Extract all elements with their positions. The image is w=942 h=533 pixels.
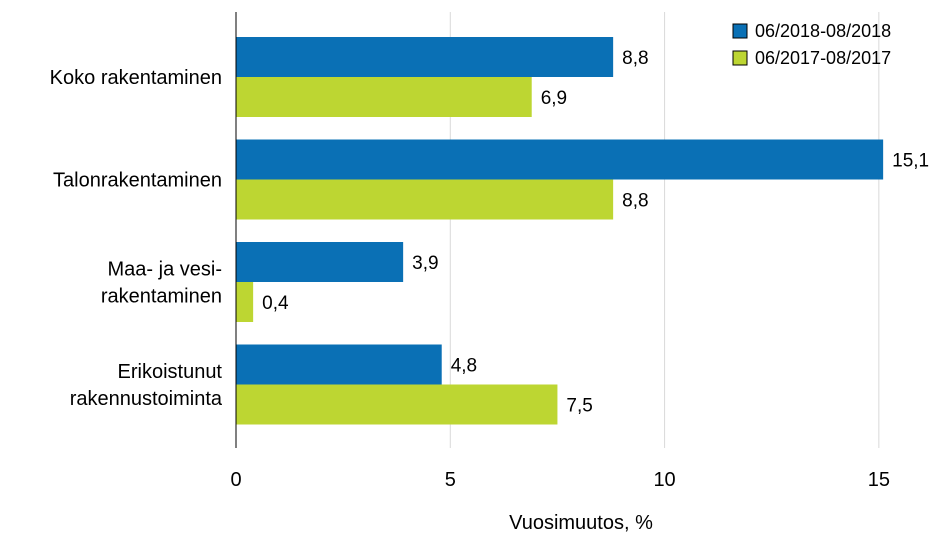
legend: 06/2018-08/2018 06/2017-08/2017: [732, 21, 891, 68]
bar: [236, 242, 404, 282]
category-label: rakentaminen: [101, 286, 222, 308]
bar: [236, 77, 532, 117]
bar: [236, 37, 614, 77]
bar: [236, 384, 558, 425]
data-label: 7,5: [566, 396, 592, 417]
data-labels: 8,8 15,1 3,9 4,8 6,9 8,8 0,4 7,5: [262, 48, 929, 417]
x-tick-label: 15: [868, 469, 890, 491]
data-label: 3,9: [412, 253, 438, 274]
category-label: Erikoistunut: [118, 361, 223, 383]
category-label: rakennustoiminta: [70, 388, 223, 410]
bar: [236, 344, 442, 385]
category-label: Maa- ja vesi-: [108, 259, 222, 281]
data-label: 0,4: [262, 293, 289, 314]
legend-label: 06/2018-08/2018: [755, 21, 891, 41]
x-tick-label: 10: [653, 469, 675, 491]
legend-swatch: [732, 50, 748, 66]
x-tick-labels: 0 5 10 15: [230, 469, 890, 491]
bars: [236, 37, 884, 425]
x-tick-label: 5: [445, 469, 456, 491]
data-label: 8,8: [622, 48, 648, 69]
data-label: 8,8: [622, 191, 648, 212]
legend-swatch: [732, 23, 748, 39]
x-axis-title: Vuosimuutos, %: [509, 512, 653, 533]
data-label: 15,1: [892, 151, 929, 172]
x-tick-label: 0: [230, 469, 241, 491]
bar: [236, 139, 884, 180]
data-label: 4,8: [451, 356, 477, 377]
data-label: 6,9: [541, 88, 567, 109]
category-label: Talonrakentaminen: [53, 170, 222, 192]
category-label: Koko rakentaminen: [50, 67, 222, 89]
category-labels: Koko rakentaminen Talonrakentaminen Maa- j…: [50, 67, 223, 410]
bar: [236, 282, 254, 322]
legend-label: 06/2017-08/2017: [755, 48, 891, 68]
bar: [236, 179, 614, 220]
